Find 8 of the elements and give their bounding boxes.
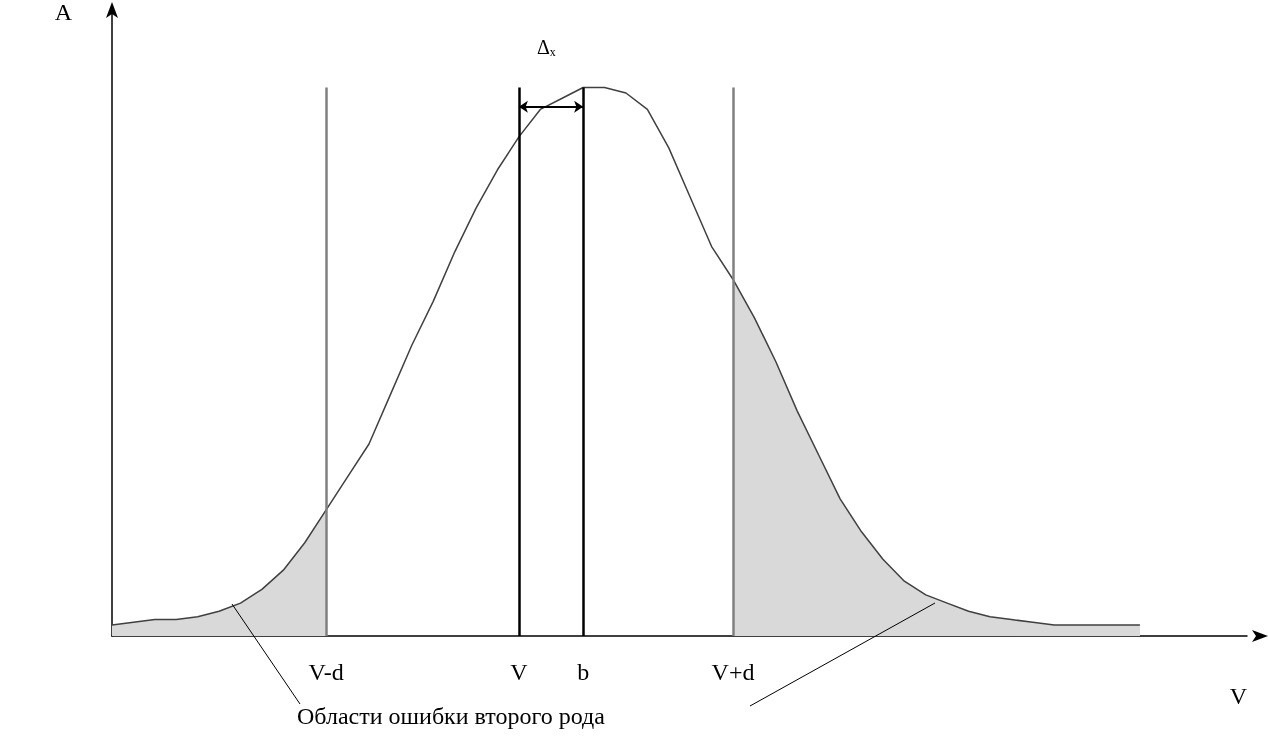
x-tick-label: V+d — [711, 659, 755, 685]
x-tick-label: V — [510, 659, 529, 685]
y-axis-title: A — [54, 0, 73, 25]
text: Δₓ — [537, 36, 556, 59]
x-tick-label: b — [577, 659, 590, 685]
x-tick-label: V-d — [308, 659, 344, 685]
x-axis-title: V — [1229, 683, 1248, 709]
text: Области ошибки второго рода — [297, 703, 606, 729]
